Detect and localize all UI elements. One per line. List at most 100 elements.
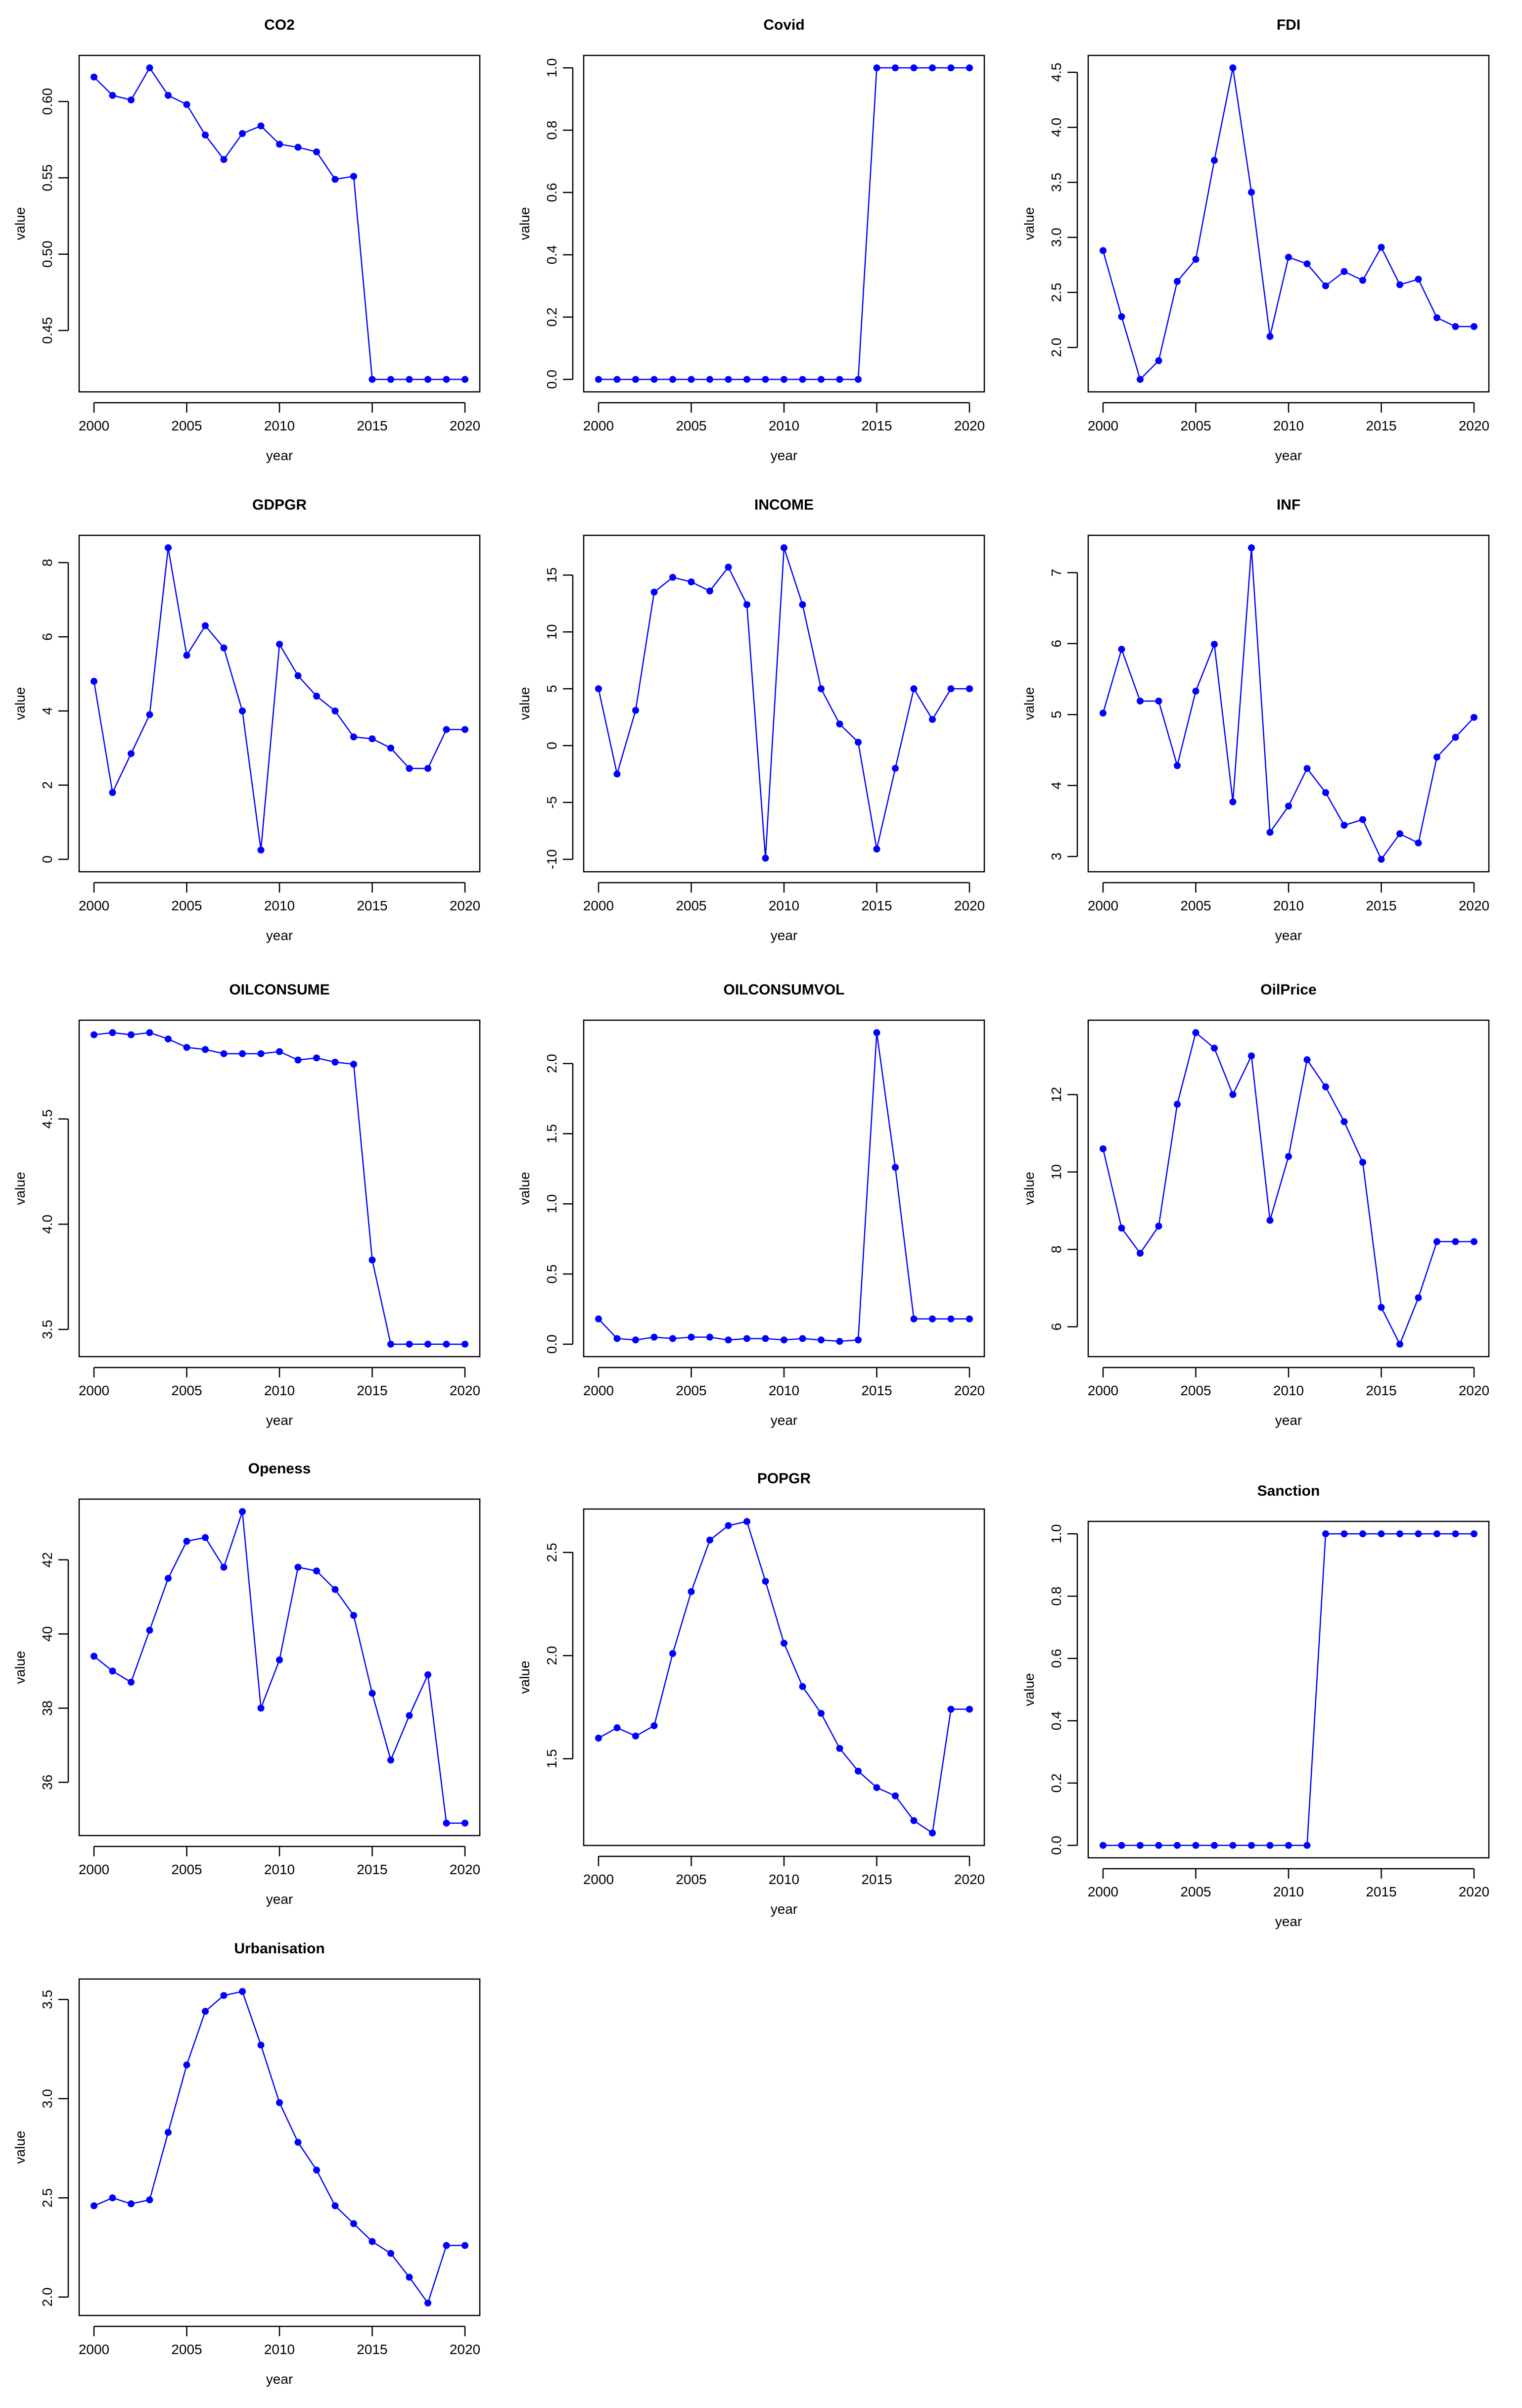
data-point <box>387 744 394 752</box>
data-point <box>595 376 602 383</box>
data-point <box>91 2202 97 2210</box>
data-point <box>183 2061 190 2069</box>
x-tick-label: 2010 <box>769 418 799 433</box>
y-tick-label: 3.5 <box>40 1990 55 2009</box>
plot-frame <box>78 1978 481 2316</box>
series-line <box>1103 1533 1474 1846</box>
y-tick-label: 4.0 <box>40 1215 55 1234</box>
data-point <box>276 1656 283 1664</box>
x-tick-label: 2020 <box>1459 1383 1489 1398</box>
y-tick-label: 42 <box>40 1552 55 1567</box>
data-point <box>220 1050 228 1057</box>
y-axis: 2.0 2.5 3.0 3.5 4.0 4.5 value <box>1021 63 1078 357</box>
data-point <box>276 641 283 648</box>
data-point <box>818 685 825 693</box>
data-point <box>669 1335 676 1342</box>
chart-panel: INF 2000 2005 2010 2015 2020 year 3 4 5 6 7 value <box>1021 497 1490 943</box>
data-point <box>424 1340 431 1348</box>
data-point <box>1359 277 1366 284</box>
x-tick-label: 2020 <box>450 418 480 433</box>
data-point <box>1415 1294 1422 1301</box>
data-point <box>331 176 339 183</box>
y-axis-label: value <box>12 207 28 240</box>
chart-title: INCOME <box>754 497 814 513</box>
data-point <box>369 735 376 743</box>
data-point <box>836 1745 843 1752</box>
data-point <box>1303 1056 1311 1063</box>
y-axis-label: value <box>517 1661 532 1694</box>
data-point <box>128 1031 135 1039</box>
data-point <box>331 707 339 714</box>
data-point <box>109 2194 116 2202</box>
y-tick-label: 4.5 <box>40 1109 55 1129</box>
data-point <box>443 2242 450 2249</box>
data-point <box>1211 1841 1218 1849</box>
x-tick-label: 2005 <box>1180 898 1211 913</box>
data-point <box>406 1340 413 1348</box>
y-tick-label: 0.50 <box>40 240 55 268</box>
y-axis-label: value <box>517 687 532 720</box>
y-axis-label: value <box>1021 207 1037 240</box>
x-tick-label: 2005 <box>171 418 202 433</box>
data-point <box>966 1705 973 1713</box>
data-point <box>257 1704 265 1712</box>
data-point <box>1266 1841 1274 1849</box>
x-tick-label: 2000 <box>583 418 614 433</box>
data-point <box>146 711 153 718</box>
x-tick-label: 2000 <box>79 898 109 913</box>
data-point <box>1137 697 1144 705</box>
data-point <box>350 733 357 741</box>
y-tick-label: 0.60 <box>40 88 55 115</box>
data-point <box>706 1536 713 1544</box>
y-tick-label: 0.8 <box>1049 1587 1064 1606</box>
plot-frame <box>583 1508 985 1846</box>
x-axis-label: year <box>266 1891 293 1907</box>
data-point <box>743 1335 750 1342</box>
x-tick-label: 2000 <box>583 1383 614 1398</box>
data-point <box>109 92 116 99</box>
data-point <box>165 544 172 552</box>
data-point <box>387 376 394 383</box>
x-tick-label: 2000 <box>1088 418 1118 433</box>
data-point <box>1174 1100 1181 1108</box>
data-point <box>1248 189 1255 196</box>
data-point <box>350 173 357 180</box>
plot-frame <box>78 1019 481 1358</box>
x-tick-label: 2015 <box>357 1383 387 1398</box>
data-point <box>1471 1530 1477 1538</box>
data-point <box>1396 830 1403 838</box>
data-point <box>183 1043 190 1051</box>
chart-panel: OilPrice 2000 2005 2010 2015 2020 year 6 8 10 12 va… <box>1021 982 1490 1428</box>
data-point <box>1396 1530 1403 1538</box>
data-point <box>855 739 862 746</box>
x-tick-label: 2010 <box>769 1383 799 1398</box>
data-point <box>128 96 135 103</box>
y-tick-label: 12 <box>1049 1087 1064 1102</box>
data-point <box>1155 697 1162 705</box>
y-axis: 0.0 0.5 1.0 1.5 2.0 value <box>517 1054 574 1354</box>
data-point <box>257 1050 265 1057</box>
y-axis-label: value <box>12 1172 28 1205</box>
y-tick-label: 40 <box>40 1626 55 1642</box>
data-point <box>1452 734 1459 741</box>
data-point <box>1378 243 1385 251</box>
data-point <box>1229 798 1237 805</box>
y-axis: 0.0 0.2 0.4 0.6 0.8 1.0 value <box>1021 1524 1078 1855</box>
data-point <box>183 101 190 108</box>
data-point <box>781 1640 787 1647</box>
data-point <box>1137 1250 1144 1257</box>
data-point <box>369 1256 376 1264</box>
data-point <box>239 1050 246 1057</box>
data-point <box>369 2238 376 2245</box>
data-point <box>257 122 265 130</box>
chart-title: OILCONSUME <box>229 982 329 998</box>
plot-frame <box>78 1498 481 1837</box>
data-point <box>424 1671 431 1678</box>
data-point <box>910 685 918 693</box>
data-point <box>109 1029 116 1037</box>
data-point <box>1192 1841 1199 1849</box>
data-point <box>743 1518 750 1525</box>
data-point <box>1211 157 1218 164</box>
data-point <box>725 564 732 571</box>
data-point <box>706 376 713 383</box>
